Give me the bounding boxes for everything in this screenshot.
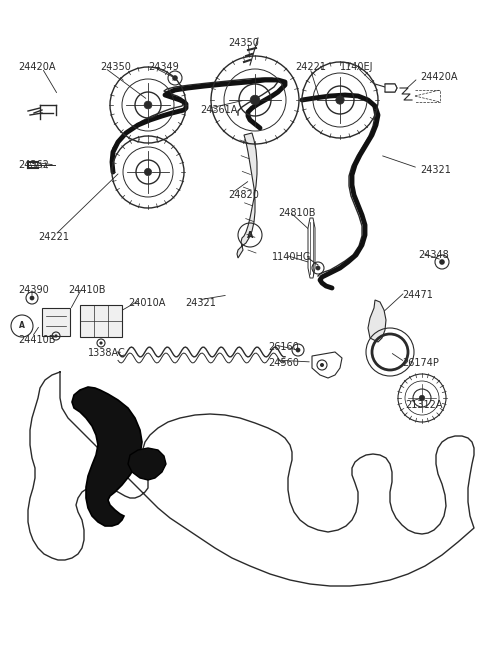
- Circle shape: [54, 335, 58, 337]
- Text: 24350: 24350: [100, 62, 131, 72]
- Text: A: A: [247, 231, 253, 240]
- Circle shape: [420, 396, 425, 401]
- Circle shape: [99, 341, 103, 345]
- Polygon shape: [72, 387, 142, 526]
- Circle shape: [144, 101, 152, 109]
- Polygon shape: [312, 352, 342, 378]
- Text: 24221: 24221: [295, 62, 326, 72]
- Text: 24820: 24820: [228, 190, 259, 200]
- Text: 21312A: 21312A: [405, 400, 443, 410]
- Text: A: A: [19, 322, 25, 331]
- Text: 24471: 24471: [402, 290, 433, 300]
- Circle shape: [144, 168, 152, 176]
- Text: 24420A: 24420A: [18, 62, 56, 72]
- Text: 1338AC: 1338AC: [88, 348, 126, 358]
- Text: 24349: 24349: [148, 62, 179, 72]
- Text: 1140HG: 1140HG: [272, 252, 312, 262]
- Text: 26160: 26160: [268, 342, 299, 352]
- Text: 24410B: 24410B: [18, 335, 56, 345]
- Text: 24361A: 24361A: [200, 105, 238, 115]
- Text: 26174P: 26174P: [402, 358, 439, 368]
- Text: 24420A: 24420A: [420, 72, 457, 82]
- Polygon shape: [385, 84, 397, 92]
- Text: 24560: 24560: [268, 358, 299, 368]
- Circle shape: [336, 96, 344, 104]
- FancyBboxPatch shape: [80, 305, 122, 337]
- Circle shape: [320, 363, 324, 367]
- Text: 24010A: 24010A: [128, 298, 166, 308]
- Circle shape: [172, 75, 178, 81]
- Text: 24362: 24362: [18, 160, 49, 170]
- Text: 24321: 24321: [185, 298, 216, 308]
- Text: 24390: 24390: [18, 285, 49, 295]
- Circle shape: [439, 259, 445, 265]
- Text: 24810B: 24810B: [278, 208, 315, 218]
- Text: 24350: 24350: [228, 38, 259, 48]
- Text: 24321: 24321: [420, 165, 451, 175]
- Text: 24348: 24348: [418, 250, 449, 260]
- Polygon shape: [368, 300, 386, 342]
- Text: 24221: 24221: [38, 232, 69, 242]
- FancyBboxPatch shape: [42, 308, 70, 336]
- Circle shape: [296, 348, 300, 352]
- Circle shape: [316, 265, 321, 271]
- Text: 1140EJ: 1140EJ: [340, 62, 373, 72]
- Polygon shape: [237, 133, 257, 258]
- Polygon shape: [128, 448, 166, 480]
- Text: 24410B: 24410B: [68, 285, 106, 295]
- Circle shape: [30, 295, 35, 301]
- Polygon shape: [308, 218, 315, 278]
- Circle shape: [250, 95, 260, 105]
